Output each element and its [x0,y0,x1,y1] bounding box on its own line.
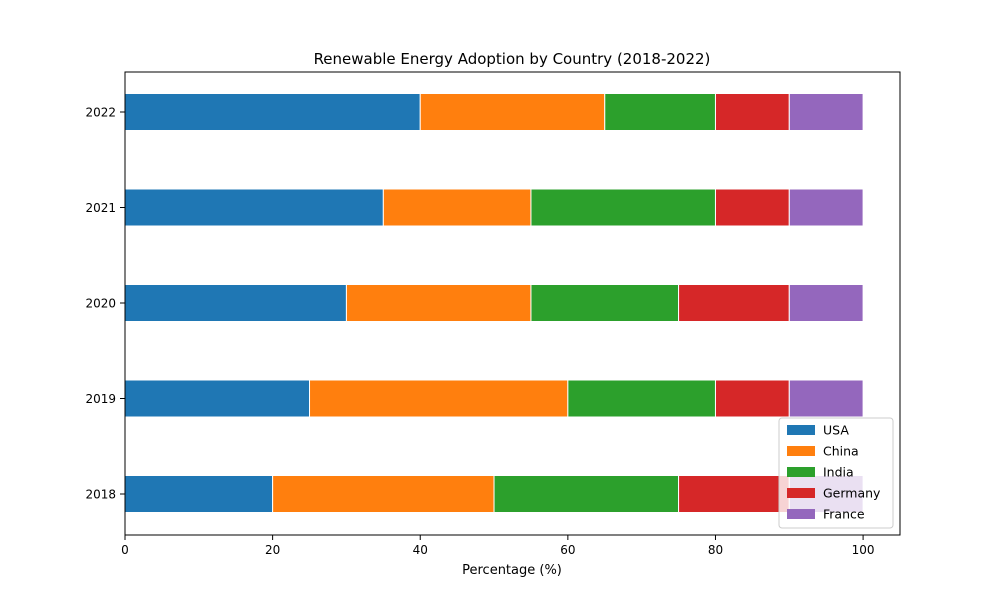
legend-swatch-india [787,467,815,477]
x-axis-label: Percentage (%) [462,563,562,578]
legend-label-china: China [823,444,859,459]
bar-china-2021 [382,188,532,227]
legend-label-germany: Germany [823,486,881,501]
y-tick-label: 2020 [85,297,116,311]
y-tick-label: 2018 [85,488,116,502]
bars-layer [124,93,864,513]
x-tick-label: 20 [265,543,280,557]
bar-india-2021 [530,188,716,227]
bar-france-2021 [788,188,864,227]
legend-swatch-usa [787,425,815,435]
legend-swatch-france [787,509,815,519]
y-tick-label: 2021 [85,201,116,215]
legend-box [778,417,894,529]
legend-swatch-germany [787,488,815,498]
bar-india-2020 [530,284,680,322]
x-tick-label: 0 [121,543,129,557]
y-tick-label: 2019 [85,392,116,406]
x-tick-label: 60 [560,543,575,557]
bar-germany-2021 [714,188,790,227]
chart-title: Renewable Energy Adoption by Country (20… [314,50,711,68]
legend-swatch-china [787,446,815,456]
bar-india-2019 [567,379,716,418]
bar-usa-2018 [124,475,274,513]
bar-india-2022 [604,93,716,131]
axes-layer: 0 20 40 60 80 100 2018 2019 2020 2021 2022 [85,71,901,557]
bar-france-2020 [788,284,864,322]
bar-china-2020 [345,284,532,322]
bar-usa-2022 [124,93,421,131]
bar-india-2018 [493,475,680,513]
bar-germany-2019 [714,379,790,418]
bar-china-2019 [309,379,569,418]
bar-germany-2022 [714,93,790,131]
legend-label-india: India [823,465,854,480]
bar-usa-2021 [124,188,384,227]
bar-china-2022 [419,93,606,131]
y-tick-label: 2022 [85,106,116,120]
bar-china-2018 [272,475,495,513]
bar-germany-2018 [678,475,790,513]
bar-germany-2020 [678,284,790,322]
x-tick-label: 100 [852,543,875,557]
x-tick-label: 80 [708,543,723,557]
legend: USA China India Germany France [778,417,894,529]
bar-france-2022 [788,93,864,131]
legend-label-usa: USA [823,423,849,438]
bar-usa-2020 [124,284,347,322]
bar-france-2019 [788,379,864,418]
bar-usa-2019 [124,379,311,418]
x-tick-label: 40 [413,543,428,557]
legend-label-france: France [823,507,865,522]
